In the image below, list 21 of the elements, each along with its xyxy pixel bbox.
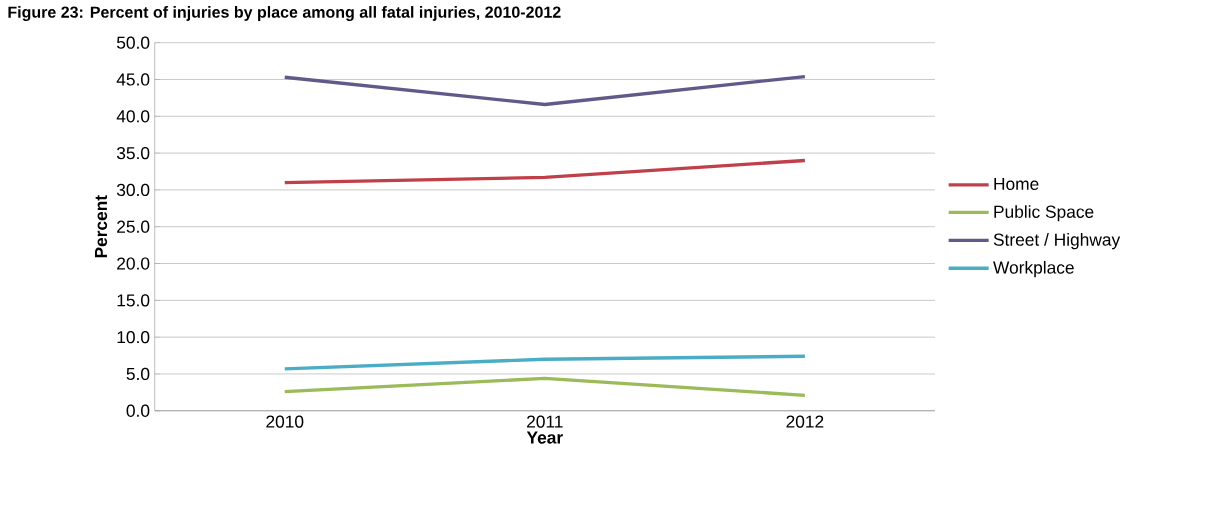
y-tick-label: 40.0 — [116, 110, 150, 123]
y-tick-label: 25.0 — [117, 220, 150, 233]
y-tick-label: 5.0 — [126, 367, 150, 381]
x-tick-label: 2011 — [527, 415, 563, 428]
legend-label: Workplace — [993, 260, 1074, 278]
y-tick-label: 35.0 — [116, 146, 150, 160]
chart-title: Figure 23: Percent of injuries by place among all fatal injuries, 2010-2012 — [8, 5, 561, 21]
y-tick-label: 30.0 — [116, 183, 150, 196]
legend-label: Home — [994, 177, 1039, 190]
y-tick-label: 50.0 — [116, 36, 150, 49]
legend-label: Public Space — [994, 205, 1094, 222]
x-axis-title: Year — [526, 431, 563, 444]
y-tick-label: 15.0 — [117, 294, 150, 307]
y-tick-label: 45.0 — [116, 73, 150, 86]
x-tick-label: 2012 — [786, 415, 824, 428]
x-tick-label: 2010 — [266, 415, 304, 428]
legend-label: Street / Highway — [993, 233, 1121, 250]
y-tick-label: 10.0 — [117, 330, 150, 344]
y-axis-title: Percent — [95, 195, 108, 258]
y-tick-label: 0.0 — [126, 404, 150, 417]
y-tick-label: 20.0 — [117, 257, 150, 270]
